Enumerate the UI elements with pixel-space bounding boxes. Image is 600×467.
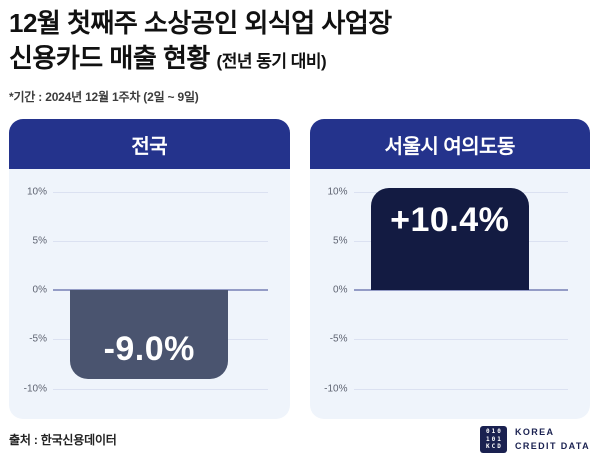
panel-nationwide-title: 전국	[131, 135, 168, 158]
title-comparison-note: (전년 동기 대비)	[216, 51, 327, 71]
zero-axis-line	[353, 289, 568, 292]
panel-nationwide-chart: 10% 5% 0% -5% -10% -9.0%	[9, 169, 290, 420]
kcd-logo-wordmark-line-2: CREDIT DATA	[514, 440, 590, 451]
title-line-2-text: 신용카드 매출 현황	[9, 42, 210, 73]
gridline	[53, 191, 268, 193]
panel-yeouido: 서울시 여의도동 10% 5% 0% -5% -10% +10.4%	[309, 119, 590, 420]
title-line-1: 12월 첫째주 소상공인 외식업 사업장	[9, 8, 392, 38]
gridline	[53, 388, 268, 390]
gridline	[53, 240, 268, 242]
page-title: 12월 첫째주 소상공인 외식업 사업장 신용카드 매출 현황 (전년 동기 대…	[9, 6, 590, 75]
y-tick-label: 10%	[26, 186, 47, 198]
chart-panels: 전국 10% 5% 0% -5% -10% -9.0% 서울시 여의도동 10% 5% 0% -…	[9, 119, 590, 420]
panel-yeouido-chart: 10% 5% 0% -5% -10% +10.4%	[309, 169, 590, 420]
y-tick-label: -10%	[23, 383, 47, 395]
bar-value-label: -9.0%	[103, 329, 195, 368]
kcd-logo-row-2: 101	[486, 435, 503, 443]
panel-nationwide: 전국 10% 5% 0% -5% -10% -9.0%	[9, 119, 290, 420]
y-tick-label: -5%	[329, 333, 348, 345]
y-tick-label: 10%	[327, 186, 348, 198]
kcd-logo: 010 101 KCD KOREA CREDIT DATA	[479, 426, 590, 453]
y-tick-label: -10%	[324, 383, 348, 395]
kcd-logo-row-3: KCD	[486, 443, 503, 451]
y-tick-label: 0%	[333, 284, 348, 296]
y-tick-label: 5%	[32, 235, 47, 247]
y-tick-label: 0%	[32, 284, 47, 296]
period-note: *기간 : 2024년 12월 1주차 (2일 ~ 9일)	[9, 90, 199, 105]
panel-yeouido-title: 서울시 여의도동	[384, 135, 516, 158]
source-credit: 출처 : 한국신용데이터	[9, 433, 117, 447]
footer: 출처 : 한국신용데이터 010 101 KCD KOREA CREDIT DA…	[9, 426, 590, 453]
panel-yeouido-header: 서울시 여의도동	[309, 119, 590, 170]
bar-value-label: +10.4%	[390, 200, 510, 239]
bar: -9.0%	[70, 290, 229, 379]
bar: +10.4%	[370, 187, 529, 291]
panel-nationwide-header: 전국	[9, 119, 290, 170]
y-tick-label: -5%	[29, 333, 47, 345]
kcd-logo-icon: 010 101 KCD	[479, 426, 507, 453]
kcd-logo-row-1: 010	[486, 428, 503, 436]
gridline	[353, 388, 568, 390]
title-line-2: 신용카드 매출 현황 (전년 동기 대비)	[9, 41, 590, 76]
gridline	[353, 339, 568, 341]
kcd-logo-wordmark: KOREA CREDIT DATA	[515, 426, 590, 452]
y-tick-label: 5%	[333, 235, 348, 247]
kcd-logo-wordmark-line-1: KOREA	[514, 427, 555, 438]
